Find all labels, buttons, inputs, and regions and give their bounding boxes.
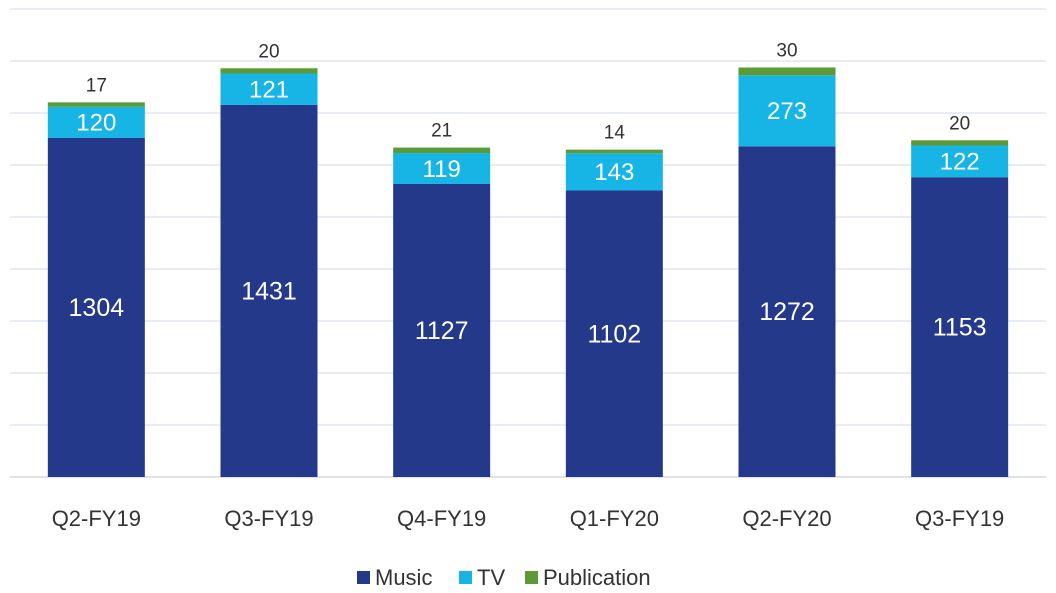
data-label: 20 (949, 113, 970, 134)
x-tick-label: Q1-FY20 (570, 506, 659, 531)
bar-segment (393, 183, 491, 478)
x-tick-label: Q3-FY19 (915, 506, 1004, 531)
bar-segment (393, 153, 491, 184)
bar-segment (565, 190, 663, 478)
x-tick-label: Q3-FY19 (224, 506, 313, 531)
bar-segment (47, 106, 145, 138)
data-label: 143 (594, 159, 634, 186)
data-label: 122 (940, 149, 980, 176)
legend-swatch (357, 571, 370, 584)
data-label: 20 (258, 41, 279, 62)
bar-segment (393, 147, 491, 154)
data-label: 119 (423, 156, 461, 183)
bar-segment (911, 145, 1009, 178)
legend-label: TV (477, 565, 505, 590)
bar-segment (565, 149, 663, 154)
bar-segment (565, 153, 663, 191)
data-label: 14 (604, 123, 626, 144)
bar-segment (738, 75, 836, 147)
data-label: 21 (431, 121, 452, 142)
data-label: 121 (249, 77, 289, 104)
data-label: 1272 (759, 298, 815, 326)
bar-segment (738, 67, 836, 76)
x-tick-label: Q2-FY20 (742, 506, 831, 531)
legend-label: Publication (543, 565, 651, 590)
data-label: 1431 (241, 278, 297, 306)
legend-label: Music (375, 565, 432, 590)
data-label: 17 (86, 75, 107, 96)
data-label: 1304 (69, 294, 125, 322)
data-label: 1102 (587, 320, 641, 348)
bar-segment (911, 177, 1009, 477)
bar-segment (738, 146, 836, 477)
data-label: 30 (776, 41, 797, 62)
x-tick-label: Q4-FY19 (397, 506, 486, 531)
bar-segment (220, 68, 318, 74)
x-tick-label: Q2-FY19 (52, 506, 141, 531)
bar-segment (220, 104, 318, 477)
data-label: 1153 (933, 314, 987, 342)
legend-swatch (525, 571, 538, 584)
bar-segment (47, 137, 145, 477)
data-label: 120 (76, 110, 116, 137)
bar-segment (220, 73, 318, 105)
data-label: 273 (767, 98, 807, 125)
bar-segment (911, 140, 1009, 146)
data-label: 1127 (415, 317, 469, 345)
bar-segment (47, 102, 145, 107)
legend-swatch (459, 571, 472, 584)
